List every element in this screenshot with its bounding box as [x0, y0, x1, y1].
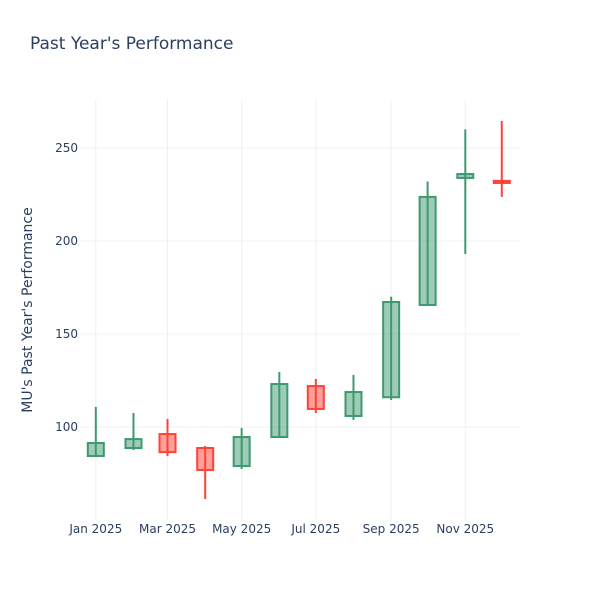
- candle-body: [196, 447, 215, 471]
- candle-increasing: [382, 296, 401, 401]
- candle-increasing: [124, 413, 143, 451]
- y-tick-label: 200: [55, 234, 78, 248]
- candle-body: [382, 301, 401, 399]
- candle-body: [344, 391, 363, 418]
- candle-decreasing: [306, 379, 325, 414]
- x-tick-label: Mar 2025: [139, 522, 196, 536]
- candle-body: [492, 179, 511, 184]
- y-axis-label: MU's Past Year's Performance: [20, 207, 36, 413]
- y-tick-label: 100: [55, 420, 78, 434]
- chart-title: Past Year's Performance: [30, 34, 234, 54]
- candle-decreasing: [158, 418, 177, 457]
- candle-body: [124, 438, 143, 450]
- candle-decreasing: [196, 445, 215, 499]
- candle-body: [418, 195, 437, 306]
- x-tick-label: Jul 2025: [290, 522, 340, 536]
- candle-increasing: [418, 181, 437, 306]
- candle-increasing: [270, 371, 289, 439]
- candle-increasing: [344, 374, 363, 420]
- x-tick-label: Nov 2025: [436, 522, 494, 536]
- candle-body: [232, 436, 251, 468]
- candle-body: [456, 173, 475, 179]
- candle-decreasing: [492, 121, 511, 197]
- candle-body: [270, 383, 289, 439]
- x-tick-label: Sep 2025: [363, 522, 420, 536]
- y-tick-label: 250: [55, 141, 78, 155]
- candle-body: [306, 385, 325, 410]
- candle-increasing: [232, 427, 251, 470]
- candle-increasing: [456, 129, 475, 255]
- candle-body: [158, 433, 177, 454]
- x-tick-label: Jan 2025: [68, 522, 122, 536]
- x-tick-label: May 2025: [212, 522, 271, 536]
- y-tick-label: 150: [55, 327, 78, 341]
- candle-increasing: [86, 406, 105, 458]
- candle-body: [86, 441, 105, 458]
